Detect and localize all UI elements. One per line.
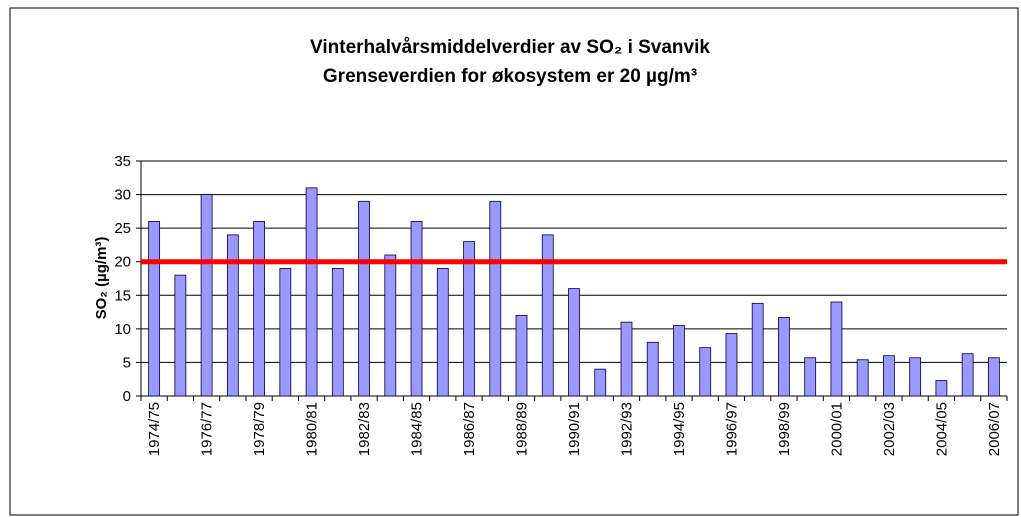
x-tick-label: 2004/05 — [933, 402, 950, 456]
chart-subtitle: Grenseverdien for økosystem er 20 µg/m³ — [323, 66, 697, 87]
bar — [699, 347, 712, 397]
bar — [909, 357, 922, 397]
bar — [148, 221, 161, 397]
bar — [541, 234, 554, 397]
y-tick-label: 35 — [114, 153, 131, 170]
bar — [751, 302, 764, 397]
bar — [384, 254, 397, 397]
bar — [489, 200, 502, 397]
y-tick-label: 0 — [123, 388, 131, 405]
bar — [594, 368, 607, 397]
y-tick-label: 15 — [114, 287, 131, 304]
bar — [410, 221, 423, 397]
bar — [200, 194, 213, 397]
bar — [673, 325, 685, 397]
x-tick-label: 1976/77 — [199, 402, 216, 456]
x-tick-label: 1996/97 — [723, 402, 740, 456]
y-tick-label: 25 — [114, 220, 131, 237]
x-tick-label: 1988/89 — [514, 402, 531, 456]
y-tick-label: 20 — [114, 254, 131, 271]
bar — [883, 355, 895, 397]
x-tick-label: 1982/83 — [356, 402, 373, 456]
y-tick-label: 30 — [114, 187, 131, 204]
x-tick-label: 2000/01 — [828, 402, 845, 456]
bar — [358, 200, 370, 397]
bar — [830, 301, 843, 397]
x-tick-label: 1984/85 — [409, 402, 426, 456]
x-tick-label: 1990/91 — [566, 402, 583, 456]
x-tick-label: 2006/07 — [986, 402, 1003, 456]
bar — [961, 353, 974, 397]
bar — [515, 315, 528, 397]
bar — [226, 234, 239, 397]
bar — [174, 274, 187, 397]
x-tick-label: 1986/87 — [461, 402, 478, 456]
bar — [804, 357, 817, 397]
x-tick-label: 1980/81 — [304, 402, 321, 456]
bar — [305, 187, 318, 397]
bar — [331, 268, 344, 397]
x-tick-label: 1994/95 — [671, 402, 688, 456]
bar — [253, 221, 265, 397]
x-tick-label: 1974/75 — [146, 402, 163, 456]
bar — [620, 321, 633, 397]
bar — [935, 380, 948, 397]
y-tick-label: 10 — [114, 321, 131, 338]
chart-title: Vinterhalvårsmiddelverdier av SO₂ i Svan… — [310, 37, 710, 58]
bar — [279, 268, 292, 397]
bar — [778, 317, 790, 397]
bar — [646, 341, 659, 397]
bar — [463, 241, 475, 397]
y-axis-label: SO₂ (µg/m³) — [93, 237, 110, 320]
bar — [568, 288, 580, 397]
bar — [856, 359, 869, 397]
bar — [987, 357, 1000, 397]
x-tick-label: 1992/93 — [618, 402, 635, 456]
bar — [436, 268, 449, 397]
x-tick-label: 2002/03 — [881, 402, 898, 456]
x-tick-label: 1998/99 — [776, 402, 793, 456]
bar — [725, 333, 738, 397]
x-tick-label: 1978/79 — [251, 402, 268, 456]
y-tick-label: 5 — [123, 354, 131, 371]
